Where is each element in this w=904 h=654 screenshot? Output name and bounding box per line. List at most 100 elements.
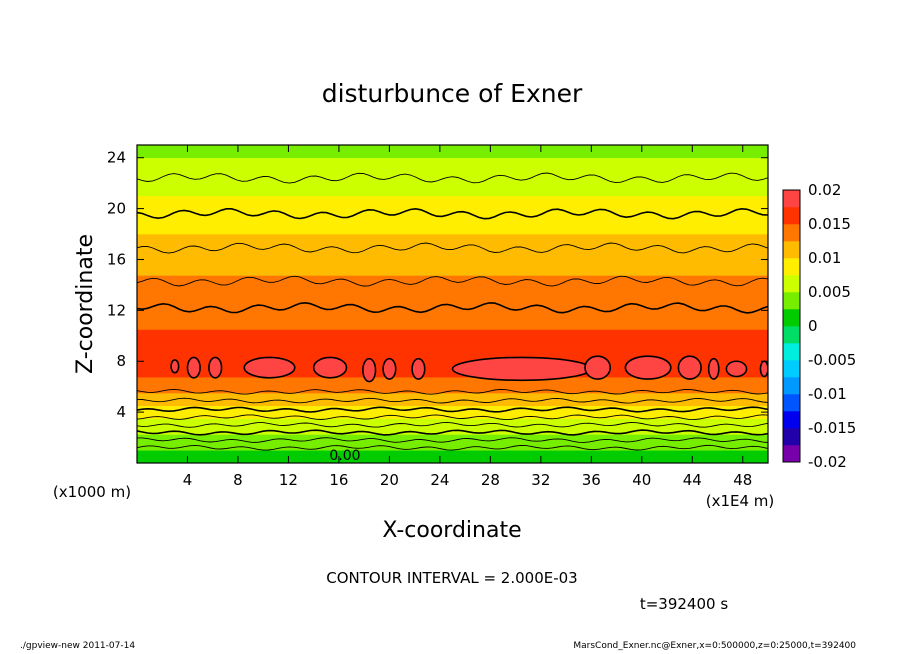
contour-line xyxy=(137,406,768,413)
field-band xyxy=(137,345,768,349)
field-band xyxy=(137,195,768,200)
field-band xyxy=(137,294,768,298)
contour-lines xyxy=(137,172,768,451)
field-band xyxy=(137,284,768,289)
colorbar-swatch xyxy=(783,292,800,310)
y-tick-label: 20 xyxy=(107,200,126,218)
field-band xyxy=(137,198,768,203)
contour-label: 0.00 xyxy=(329,448,360,464)
field-band xyxy=(137,163,768,168)
field-band xyxy=(137,453,768,457)
field-band xyxy=(137,221,768,225)
colorbar-tick-label: 0 xyxy=(808,317,818,335)
plot-frame xyxy=(136,144,769,464)
contour-line xyxy=(137,437,768,443)
field-band xyxy=(137,268,768,273)
colorbar-swatch xyxy=(783,224,800,242)
closed-contour xyxy=(382,357,397,380)
field-band xyxy=(137,214,768,219)
field-band xyxy=(137,287,768,292)
y-tick-label: 4 xyxy=(116,403,126,421)
field-band xyxy=(137,446,768,451)
colorbar-tick-label: 0.005 xyxy=(808,283,851,301)
contour-line xyxy=(137,207,768,220)
field-band xyxy=(137,373,768,378)
y-tick-label: 8 xyxy=(116,352,126,370)
field-band xyxy=(137,145,768,149)
y-tick-label: 12 xyxy=(107,301,126,319)
colorbar: 0.02 0.015 0.01 0.005 0 -0.005 -0.01 -0.015 -0.0… xyxy=(782,181,856,471)
field-band xyxy=(137,411,768,416)
field-band xyxy=(137,437,768,442)
field-band xyxy=(137,341,768,346)
field-band xyxy=(137,325,768,330)
field-band xyxy=(137,236,768,241)
field-band xyxy=(137,243,768,248)
field-band xyxy=(137,189,768,193)
field-band xyxy=(137,151,768,155)
contour-line xyxy=(137,172,768,184)
contour-line xyxy=(137,388,768,395)
closed-contour xyxy=(725,360,748,378)
colorbar-swatch xyxy=(783,428,800,446)
field-band xyxy=(137,389,768,394)
closed-contour xyxy=(170,359,180,374)
field-band xyxy=(137,201,768,206)
field-band xyxy=(137,297,768,302)
field-band xyxy=(137,440,768,445)
field-band xyxy=(137,173,768,178)
field-band xyxy=(137,418,768,422)
colorbar-tick-label: -0.015 xyxy=(808,419,856,437)
y-axis-label: Z-coordinate xyxy=(73,234,98,374)
field-band xyxy=(137,157,768,162)
x-tick-label: 32 xyxy=(531,471,550,489)
x-tick-label: 24 xyxy=(430,471,449,489)
x-unit-label: (x1E4 m) xyxy=(706,492,775,510)
colorbar-swatch xyxy=(783,275,800,293)
field-band xyxy=(137,395,768,400)
field-band xyxy=(137,383,768,387)
colorbar-swatch xyxy=(783,207,800,225)
colorbar-swatch xyxy=(783,309,800,327)
x-tick-label: 12 xyxy=(279,471,298,489)
color-field xyxy=(137,145,768,463)
colorbar-tick-label: -0.02 xyxy=(808,453,847,471)
x-tick-label: 8 xyxy=(233,471,243,489)
field-band xyxy=(137,360,768,365)
contour-line xyxy=(137,429,768,436)
field-band xyxy=(137,306,768,311)
field-band xyxy=(137,230,768,235)
field-band xyxy=(137,205,768,209)
closed-contour xyxy=(707,357,720,380)
field-band xyxy=(137,399,768,403)
field-band xyxy=(137,456,768,461)
field-band xyxy=(137,265,768,270)
closed-contour xyxy=(312,356,348,379)
field-band xyxy=(137,443,768,448)
colorbar-swatch xyxy=(783,360,800,378)
x-axis-label: X-coordinate xyxy=(382,518,521,543)
colorbar-tick-label: 0.02 xyxy=(808,181,841,199)
x-tick-label: 44 xyxy=(683,471,702,489)
field-band xyxy=(137,322,768,327)
field-band xyxy=(137,217,768,222)
field-band xyxy=(137,233,768,238)
colorbar-swatch xyxy=(783,258,800,276)
field-band xyxy=(137,380,768,384)
field-band xyxy=(137,313,768,318)
x-tick-label: 4 xyxy=(183,471,193,489)
time-text: t=392400 s xyxy=(640,595,728,613)
field-band xyxy=(137,300,768,305)
field-band xyxy=(137,319,768,324)
field-band xyxy=(137,262,768,267)
field-band xyxy=(137,256,768,260)
x-tick-label: 28 xyxy=(481,471,500,489)
contour-line xyxy=(137,397,768,404)
field-band xyxy=(137,329,768,333)
field-band xyxy=(137,408,768,413)
x-tick-label: 36 xyxy=(582,471,601,489)
field-band xyxy=(137,357,768,362)
x-tick-label: 20 xyxy=(380,471,399,489)
field-band xyxy=(137,147,768,152)
field-band xyxy=(137,405,768,410)
